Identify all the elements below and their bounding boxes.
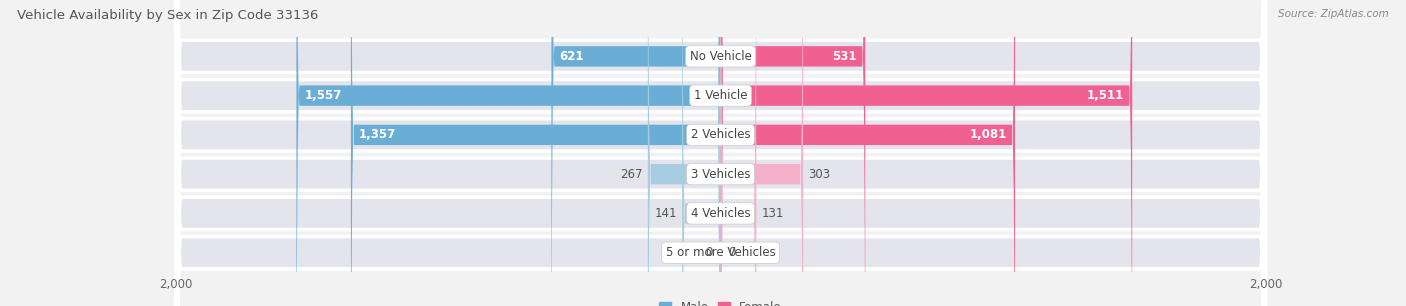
FancyBboxPatch shape [352, 0, 721, 306]
Text: 1,557: 1,557 [305, 89, 342, 102]
Text: 1,357: 1,357 [359, 129, 396, 141]
Text: 3 Vehicles: 3 Vehicles [690, 168, 751, 181]
FancyBboxPatch shape [176, 0, 1265, 306]
FancyBboxPatch shape [176, 0, 1265, 306]
FancyBboxPatch shape [682, 0, 721, 306]
FancyBboxPatch shape [176, 0, 1265, 306]
Text: 621: 621 [560, 50, 583, 63]
FancyBboxPatch shape [176, 0, 1265, 306]
Text: Source: ZipAtlas.com: Source: ZipAtlas.com [1278, 9, 1389, 19]
Text: 141: 141 [654, 207, 676, 220]
FancyBboxPatch shape [721, 0, 1132, 306]
Text: 531: 531 [832, 50, 858, 63]
Text: 2 Vehicles: 2 Vehicles [690, 129, 751, 141]
FancyBboxPatch shape [648, 0, 721, 306]
Text: Vehicle Availability by Sex in Zip Code 33136: Vehicle Availability by Sex in Zip Code … [17, 9, 318, 22]
Text: 267: 267 [620, 168, 643, 181]
Text: 0: 0 [728, 246, 737, 259]
Text: 1 Vehicle: 1 Vehicle [693, 89, 748, 102]
FancyBboxPatch shape [551, 0, 721, 306]
FancyBboxPatch shape [721, 0, 803, 306]
Text: 1,081: 1,081 [970, 129, 1007, 141]
FancyBboxPatch shape [176, 0, 1265, 306]
Text: 5 or more Vehicles: 5 or more Vehicles [665, 246, 776, 259]
FancyBboxPatch shape [721, 0, 756, 306]
FancyBboxPatch shape [721, 0, 865, 306]
Text: 1,511: 1,511 [1087, 89, 1123, 102]
Text: 303: 303 [808, 168, 831, 181]
Text: No Vehicle: No Vehicle [689, 50, 752, 63]
Legend: Male, Female: Male, Female [655, 296, 786, 306]
Text: 131: 131 [762, 207, 785, 220]
Text: 4 Vehicles: 4 Vehicles [690, 207, 751, 220]
FancyBboxPatch shape [176, 0, 1265, 306]
Text: 0: 0 [704, 246, 713, 259]
FancyBboxPatch shape [721, 0, 1015, 306]
FancyBboxPatch shape [297, 0, 721, 306]
